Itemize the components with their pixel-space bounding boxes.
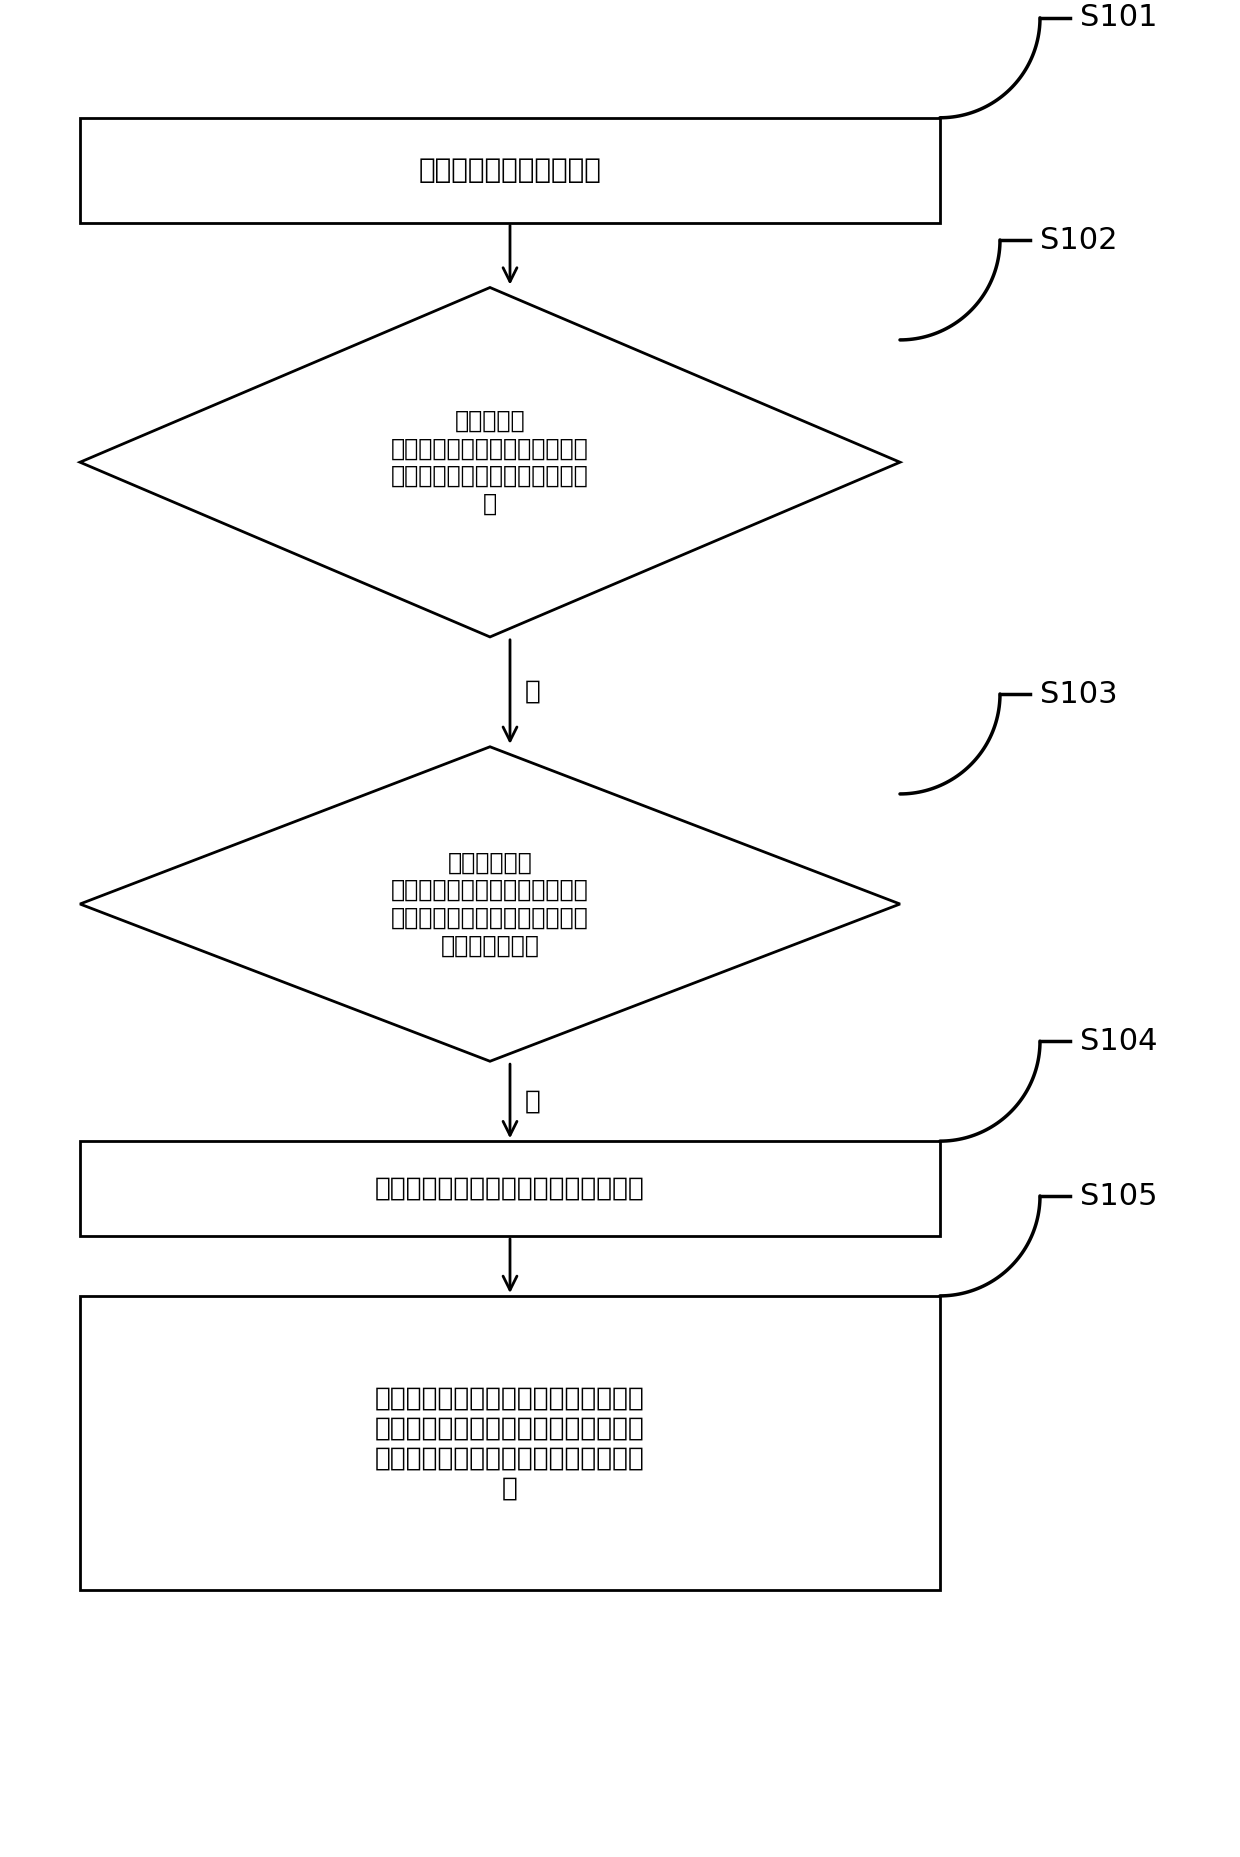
Text: 当制动卡钳夹紧时，执行电机锁止动作: 当制动卡钳夹紧时，执行电机锁止动作 (374, 1175, 645, 1201)
Text: 控制电机正
转，根据电机的第一电流值判断
制动卡钳是否已到达制动盘接触
面: 控制电机正 转，根据电机的第一电流值判断 制动卡钳是否已到达制动盘接触 面 (391, 409, 589, 516)
Text: 是: 是 (525, 1088, 541, 1114)
Text: S102: S102 (1040, 225, 1117, 254)
Text: S101: S101 (1080, 4, 1157, 32)
Text: S105: S105 (1080, 1181, 1157, 1211)
Bar (81, 117, 940, 223)
Text: 当接收到释放指令时，控制锁止销从电
机的输出轴花键槽移出，使锁止销从输
出轴花键槽中完全释放；接通电机的电
源: 当接收到释放指令时，控制锁止销从电 机的输出轴花键槽移出，使锁止销从输 出轴花键… (374, 1385, 645, 1500)
Text: S104: S104 (1080, 1027, 1157, 1057)
Polygon shape (81, 288, 900, 637)
Text: 接收到启动驻车制动指令: 接收到启动驻车制动指令 (419, 156, 601, 184)
Text: 当制动卡钳已
经到达制动盘接触面时，根据电
机的第二电流值和转速值判断制
动卡钳是否夹紧: 当制动卡钳已 经到达制动盘接触面时，根据电 机的第二电流值和转速值判断制 动卡钳… (391, 851, 589, 958)
Polygon shape (81, 747, 900, 1060)
Text: 是: 是 (525, 680, 541, 706)
Bar (81, 1142, 940, 1237)
Bar (81, 1296, 940, 1590)
Text: S103: S103 (1040, 680, 1117, 709)
